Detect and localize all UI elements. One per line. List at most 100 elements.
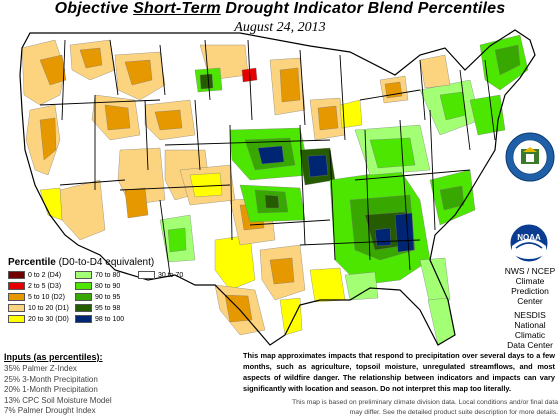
legend-label: 0 to 2 (D4)	[28, 272, 62, 279]
state-boundary	[61, 39, 66, 121]
map-region	[279, 297, 303, 336]
agency-nesdis-ncdc: NESDIS National Climatic Data Center	[507, 310, 553, 350]
state-boundary	[299, 239, 421, 246]
legend-item: 70 to 80	[75, 271, 120, 281]
map-footer-note: This map is based on preliminary climate…	[292, 399, 558, 416]
map-title: Objective Short-Term Drought Indicator B…	[54, 0, 506, 17]
map-region	[369, 137, 416, 169]
legend-item: 30 to 70	[138, 271, 183, 281]
input-item: 13% CPC Soil Moisture Model	[4, 395, 112, 405]
map-description: This map approximates impacts that respo…	[243, 351, 555, 393]
legend-item: 0 to 2 (D4)	[8, 271, 61, 281]
legend-item: 80 to 90	[75, 282, 120, 292]
legend-swatch	[75, 304, 92, 313]
state-boundary	[247, 39, 253, 121]
map-region	[257, 145, 285, 165]
legend: 0 to 2 (D4) 2 to 5 (D3) 5 to 10 (D2) 10 to …	[8, 271, 288, 341]
legend-swatch	[8, 271, 25, 280]
legend-item: 90 to 95	[75, 293, 120, 303]
department-of-commerce-seal-icon	[505, 132, 555, 182]
map-region	[264, 194, 280, 209]
map-region	[39, 117, 57, 161]
state-boundary	[484, 59, 496, 141]
legend-label: 20 to 30 (D0)	[28, 316, 69, 323]
map-region	[79, 47, 103, 69]
us-outline	[19, 29, 536, 346]
legend-label: 90 to 95	[95, 294, 121, 301]
state-boundary	[109, 39, 119, 96]
inputs-title: Inputs (as percentiles):	[4, 352, 103, 362]
state-boundary	[399, 119, 411, 271]
map-region	[124, 59, 153, 86]
state-boundary	[249, 219, 331, 226]
state-boundary	[459, 69, 471, 151]
state-boundary	[159, 199, 171, 276]
map-regions	[19, 29, 536, 346]
state-boundary	[204, 39, 211, 101]
state-boundary	[119, 184, 231, 191]
input-item: 35% Palmer Z-Index	[4, 364, 77, 373]
map-region	[344, 271, 379, 301]
state-boundary	[354, 169, 471, 181]
map-region	[307, 154, 329, 178]
map-region	[189, 172, 223, 198]
legend-swatch	[75, 315, 92, 324]
legend-label: 70 to 80	[95, 272, 121, 279]
map-region	[104, 104, 131, 131]
inputs-list: 35% Palmer Z-Index 25% 3-Month Precipitat…	[4, 364, 112, 417]
legend-swatch	[75, 271, 92, 280]
legend-swatch	[75, 293, 92, 302]
map-region	[309, 267, 346, 303]
state-boundary	[359, 89, 421, 101]
legend-item: 98 to 100	[75, 315, 124, 325]
map-region	[317, 105, 339, 131]
state-boundary	[299, 49, 306, 126]
legend-label: 5 to 10 (D2)	[28, 294, 65, 301]
legend-label: 10 to 20 (D1)	[28, 305, 69, 312]
map-region	[374, 227, 392, 247]
state-boundary	[194, 99, 201, 171]
map-region	[39, 187, 63, 221]
map-region	[494, 44, 521, 76]
legend-item: 10 to 20 (D1)	[8, 304, 69, 314]
legend-swatch	[8, 282, 25, 291]
state-boundary	[429, 109, 436, 231]
legend-label: 95 to 98	[95, 305, 121, 312]
map-region	[154, 109, 183, 131]
state-boundary	[164, 139, 331, 146]
legend-item: 2 to 5 (D3)	[8, 282, 61, 292]
svg-text:NOAA: NOAA	[517, 233, 541, 242]
map-region	[269, 257, 295, 285]
state-boundary	[59, 179, 126, 186]
state-boundary	[229, 124, 233, 241]
map-region	[419, 54, 451, 89]
legend-swatch	[8, 293, 25, 302]
map-region	[124, 187, 149, 219]
state-boundary	[144, 99, 149, 171]
map-region	[21, 39, 66, 106]
map-region	[199, 73, 214, 90]
legend-item: 95 to 98	[75, 304, 120, 314]
legend-item: 20 to 30 (D0)	[8, 315, 69, 325]
map-region	[439, 185, 465, 211]
state-boundary	[329, 149, 336, 261]
state-boundary	[364, 129, 371, 261]
legend-swatch	[8, 304, 25, 313]
state-boundary	[39, 99, 161, 106]
input-item: 20% 1-Month Precipitation	[4, 385, 98, 394]
map-date: August 24, 2013	[234, 20, 326, 35]
map-region	[419, 257, 451, 306]
legend-label: 98 to 100	[95, 316, 125, 323]
legend-label: 30 to 70	[158, 272, 184, 279]
map-region	[394, 212, 415, 253]
input-item: 25% 3-Month Precipitation	[4, 374, 98, 384]
legend-title: Percentile (D0-to-D4 equivalent)	[8, 257, 155, 268]
map-region	[39, 54, 67, 86]
legend-swatch	[8, 315, 25, 324]
state-boundaries	[39, 39, 496, 276]
map-region	[279, 67, 301, 103]
state-boundary	[299, 124, 306, 246]
map-region	[339, 99, 363, 129]
input-item: 7% Palmer Drought Index	[4, 406, 96, 415]
